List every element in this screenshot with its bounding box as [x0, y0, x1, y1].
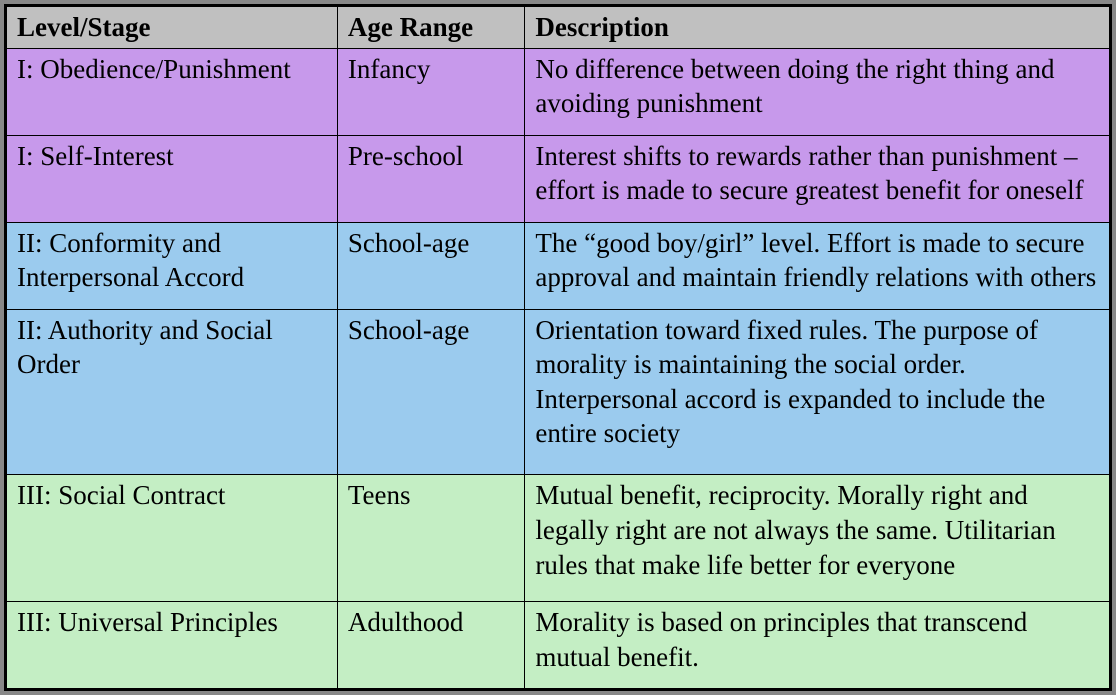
cell-age: Pre-school: [337, 135, 525, 222]
table-row: III: Universal Principles Adulthood Mora…: [7, 601, 1110, 688]
cell-age: Infancy: [337, 48, 525, 135]
col-header-description: Description: [525, 7, 1110, 49]
cell-description: No difference between doing the right th…: [525, 48, 1110, 135]
cell-stage: III: Universal Principles: [7, 601, 338, 688]
cell-stage: II: Conformity and Interpersonal Accord: [7, 222, 338, 309]
header-row: Level/Stage Age Range Description: [7, 7, 1110, 49]
cell-stage: I: Self-Interest: [7, 135, 338, 222]
cell-description: Orientation toward fixed rules. The purp…: [525, 309, 1110, 475]
cell-stage: I: Obedience/Punishment: [7, 48, 338, 135]
cell-age: School-age: [337, 309, 525, 475]
cell-stage: II: Authority and Social Order: [7, 309, 338, 475]
cell-description: Interest shifts to rewards rather than p…: [525, 135, 1110, 222]
col-header-age: Age Range: [337, 7, 525, 49]
cell-description: The “good boy/girl” level. Effort is mad…: [525, 222, 1110, 309]
cell-age: Adulthood: [337, 601, 525, 688]
cell-description: Mutual benefit, reciprocity. Morally rig…: [525, 475, 1110, 601]
table-row: II: Authority and Social Order School-ag…: [7, 309, 1110, 475]
table-row: I: Obedience/Punishment Infancy No diffe…: [7, 48, 1110, 135]
cell-stage: III: Social Contract: [7, 475, 338, 601]
stages-table: Level/Stage Age Range Description I: Obe…: [6, 6, 1110, 689]
table-row: II: Conformity and Interpersonal Accord …: [7, 222, 1110, 309]
cell-age: School-age: [337, 222, 525, 309]
table-frame: Level/Stage Age Range Description I: Obe…: [4, 4, 1112, 691]
table-row: III: Social Contract Teens Mutual benefi…: [7, 475, 1110, 601]
cell-description: Morality is based on principles that tra…: [525, 601, 1110, 688]
cell-age: Teens: [337, 475, 525, 601]
table-row: I: Self-Interest Pre-school Interest shi…: [7, 135, 1110, 222]
col-header-stage: Level/Stage: [7, 7, 338, 49]
